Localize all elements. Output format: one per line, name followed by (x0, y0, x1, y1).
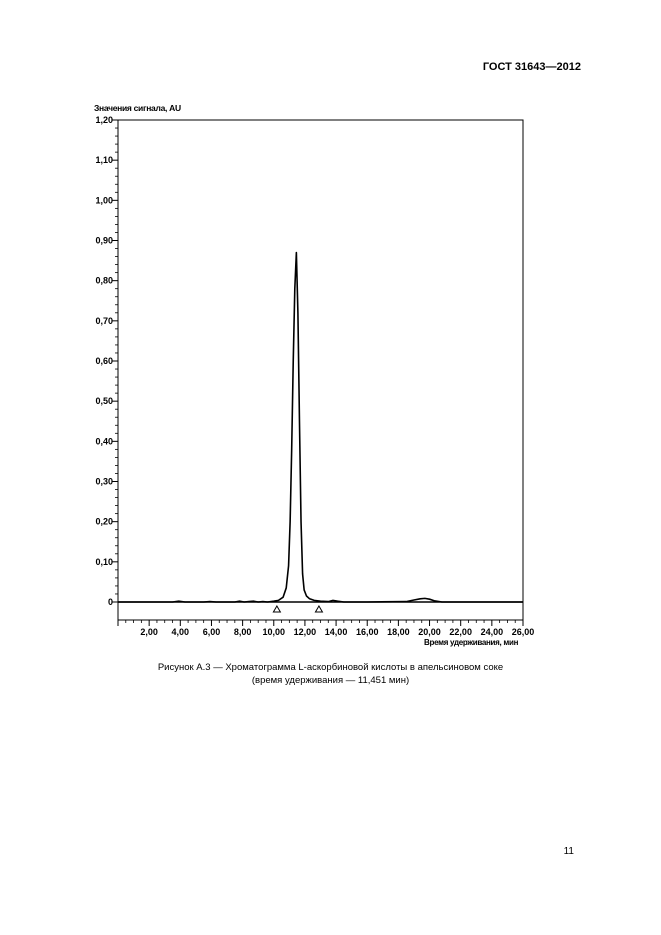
document-code: ГОСТ 31643—2012 (482, 61, 581, 73)
x-tick-label: 22,00 (449, 627, 472, 637)
peak-boundary-marker (272, 605, 282, 613)
y-tick-label: 0,10 (95, 557, 113, 567)
y-tick-label: 0,60 (95, 356, 113, 366)
y-tick-label: 0,30 (95, 477, 113, 487)
x-tick-label: 12,00 (294, 627, 317, 637)
x-tick-label: 14,00 (325, 627, 348, 637)
x-axis-title: Время удерживания, мин (424, 638, 519, 647)
y-tick-label: 0,40 (95, 436, 113, 446)
peak-boundary-marker (314, 605, 324, 613)
y-tick-label: 1,00 (95, 195, 113, 205)
peak-markers (272, 605, 324, 613)
chromatogram-trace (118, 251, 523, 603)
y-axis-title: Значения сигнала, AU (94, 103, 181, 113)
x-tick-label: 16,00 (356, 627, 379, 637)
page-number: 11 (563, 846, 574, 857)
y-tick-label: 1,10 (95, 155, 113, 165)
y-tick-label: 0,50 (95, 396, 113, 406)
y-tick-label: 0,20 (95, 517, 113, 527)
plot-frame (117, 119, 524, 621)
x-tick-label: 20,00 (418, 627, 441, 637)
y-tick-label: 0,90 (95, 236, 113, 246)
x-tick-label: 4,00 (172, 627, 190, 637)
x-tick-label: 10,00 (263, 627, 286, 637)
x-tick-label: 26,00 (512, 627, 535, 637)
y-tick-label: 1,20 (95, 115, 113, 125)
figure-caption: Рисунок А.3 — Хроматограмма L-аскорбинов… (157, 662, 504, 673)
figure-caption-detail: (время удерживания — 11,451 мин) (251, 675, 410, 686)
x-tick-label: 18,00 (387, 627, 410, 637)
y-tick-label: 0,80 (95, 276, 113, 286)
x-tick-label: 6,00 (203, 627, 221, 637)
y-tick-label: 0,70 (95, 316, 113, 326)
y-axis: 0 0,10 0,20 0,30 0,40 0,50 0,60 0,70 0,80 0,90 1,0… (95, 115, 118, 607)
x-axis: 2,00 4,00 6,00 8,00 10,00 12,00 14,00 16,00 18,0… (117, 620, 535, 637)
x-tick-label: 2,00 (140, 627, 158, 637)
x-tick-label: 24,00 (481, 627, 504, 637)
x-tick-label: 8,00 (234, 627, 252, 637)
y-tick-label: 0 (108, 597, 113, 607)
